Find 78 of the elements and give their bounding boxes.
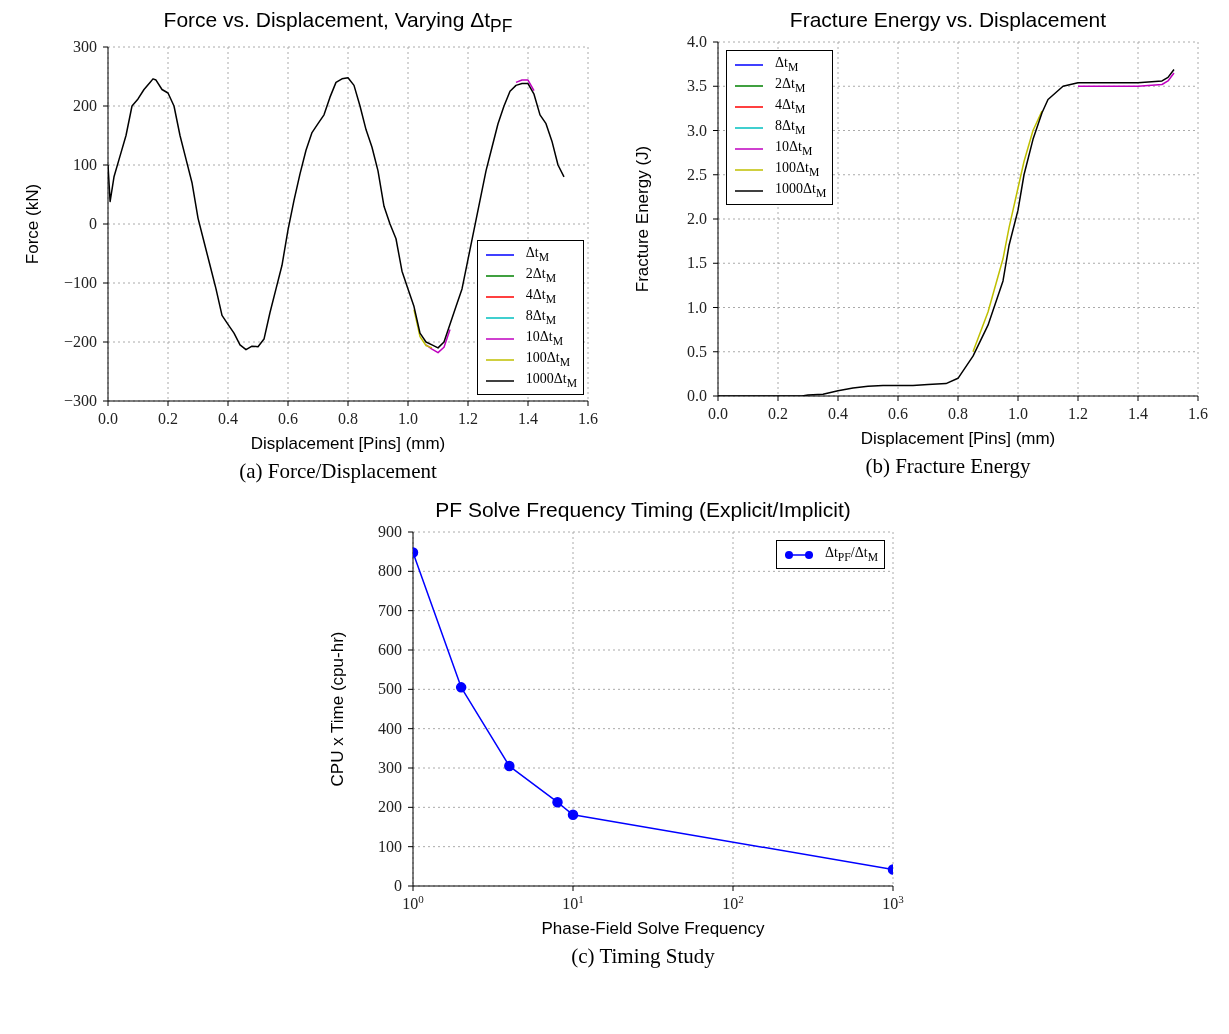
x-tick-label: 10$^{2}$ — [722, 893, 744, 913]
y-tick-label: 1.0 — [687, 298, 707, 316]
y-tick-label: 1.5 — [687, 254, 707, 272]
legend-label: 1000Δt$_{M}$ — [775, 181, 827, 200]
text: (c) Timing Study — [570, 944, 715, 970]
x-tick-label: 10$^{0}$ — [402, 893, 425, 913]
legend-label: 4Δt$_{M}$ — [525, 287, 556, 307]
x-tick-label: 0.6 — [888, 405, 908, 422]
legend-label: Δt$_{PF}$/Δt$_{M}$ — [824, 545, 878, 565]
x-tick-label: 0.2 — [158, 410, 178, 428]
y-tick-label: 0 — [394, 877, 402, 895]
y-tick-label: 2.0 — [687, 210, 707, 227]
chart-title: PF Solve Frequency Timing (Explicit/Implicit) — [434, 498, 851, 523]
y-tick-label: 2.5 — [687, 165, 707, 183]
x-tick-label: 0.0 — [708, 405, 728, 422]
chart-title: Force vs. Displacement, Varying Δt$_{PF}$ — [162, 8, 513, 38]
x-tick-label: 1.0 — [398, 410, 418, 428]
x-tick-label: 10$^{3}$ — [882, 893, 905, 913]
y-tick-label: −300 — [63, 392, 97, 410]
x-axis-title: Phase-Field Solve Frequency — [541, 919, 765, 939]
x-tick-label: 1.4 — [518, 410, 538, 428]
y-axis-title: Fracture Energy (J) — [633, 145, 653, 293]
x-tick-label: 0.4 — [828, 405, 848, 422]
y-tick-label: 100 — [73, 156, 97, 174]
x-tick-label: 1.0 — [1008, 405, 1028, 422]
x-tick-label: 0.6 — [278, 410, 298, 428]
line-series — [413, 308, 433, 349]
legend-label: 8Δt$_{M}$ — [775, 118, 806, 137]
line-series — [972, 110, 1043, 353]
y-tick-label: −200 — [63, 333, 97, 351]
y-tick-label: 3.5 — [687, 77, 707, 95]
legend-label: 2Δt$_{M}$ — [525, 266, 556, 286]
y-tick-label: 600 — [378, 641, 402, 659]
x-tick-label: 0.2 — [768, 405, 788, 422]
x-tick-label: 0.8 — [948, 405, 968, 422]
chart-title: Fracture Energy vs. Displacement — [788, 8, 1107, 32]
legend-label: Δt$_{M}$ — [775, 55, 799, 74]
x-tick-label: 1.2 — [458, 410, 478, 428]
x-tick-label: 1.6 — [1188, 405, 1208, 422]
text: (a) Force/Displacement — [238, 459, 437, 485]
legend-label: 10Δt$_{M}$ — [775, 139, 813, 158]
y-tick-label: 300 — [378, 759, 402, 777]
legend-label: 10Δt$_{M}$ — [525, 329, 563, 349]
x-tick-label: 0.0 — [98, 410, 118, 428]
x-tick-label: 1.2 — [1068, 405, 1088, 422]
y-tick-label: 900 — [378, 523, 402, 541]
y-tick-label: 300 — [73, 38, 97, 56]
y-axis-title: Force (kN) — [23, 184, 43, 265]
legend-label: 2Δt$_{M}$ — [775, 76, 806, 95]
legend-label: 100Δt$_{M}$ — [525, 350, 570, 370]
legend-label: 1000Δt$_{M}$ — [525, 371, 577, 391]
y-tick-label: −100 — [63, 274, 97, 292]
y-tick-label: 400 — [378, 719, 402, 737]
y-tick-label: 0.0 — [687, 387, 707, 404]
x-tick-label: 0.4 — [218, 410, 238, 428]
y-tick-label: 700 — [378, 601, 402, 619]
legend-label: 8Δt$_{M}$ — [525, 308, 556, 328]
x-tick-label: 10$^{1}$ — [562, 893, 584, 913]
y-tick-label: 3.0 — [687, 121, 707, 139]
x-tick-label: 0.8 — [338, 410, 358, 428]
text: (b) Fracture Energy — [864, 454, 1031, 479]
y-tick-label: 800 — [378, 562, 402, 580]
y-tick-label: 500 — [378, 680, 402, 698]
line-series — [1077, 72, 1175, 87]
x-axis-title: Displacement [Pins] (mm) — [860, 429, 1056, 448]
y-tick-label: 200 — [73, 97, 97, 115]
x-tick-label: 1.6 — [578, 410, 598, 428]
y-tick-label: 100 — [378, 837, 402, 855]
x-axis-title: Displacement [Pins] (mm) — [250, 434, 446, 454]
legend-label: 100Δt$_{M}$ — [775, 160, 820, 179]
x-tick-label: 1.4 — [1128, 405, 1148, 422]
y-tick-label: 0.5 — [687, 342, 707, 360]
y-tick-label: 4.0 — [687, 33, 707, 50]
legend-label: 4Δt$_{M}$ — [775, 97, 806, 116]
y-axis-title: CPU x Time (cpu-hr) — [328, 631, 348, 787]
y-tick-label: 200 — [378, 798, 402, 816]
y-tick-label: 0 — [89, 215, 97, 233]
legend-label: Δt$_{M}$ — [525, 245, 549, 265]
